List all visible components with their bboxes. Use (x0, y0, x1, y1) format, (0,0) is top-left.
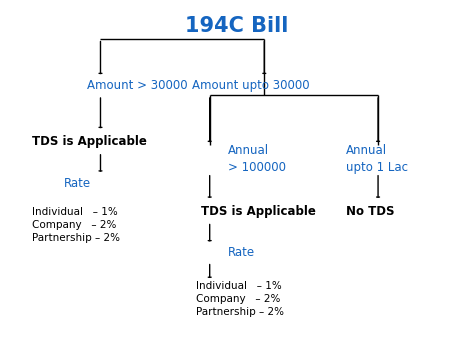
Text: Annual
> 100000: Annual > 100000 (228, 144, 286, 174)
Text: TDS is Applicable: TDS is Applicable (32, 135, 147, 148)
Text: Individual   – 1%
Company   – 2%
Partnership – 2%: Individual – 1% Company – 2% Partnership… (196, 281, 284, 317)
Text: 194C Bill: 194C Bill (185, 16, 289, 36)
Text: Amount > 30000: Amount > 30000 (87, 79, 187, 92)
Text: Rate: Rate (64, 177, 91, 190)
Text: Annual
upto 1 Lac: Annual upto 1 Lac (346, 144, 408, 174)
Text: Individual   – 1%
Company   – 2%
Partnership – 2%: Individual – 1% Company – 2% Partnership… (32, 207, 120, 243)
Text: Rate: Rate (228, 246, 255, 260)
Text: Amount upto 30000: Amount upto 30000 (192, 79, 310, 92)
Text: No TDS: No TDS (346, 205, 395, 218)
Text: TDS is Applicable: TDS is Applicable (201, 205, 316, 218)
